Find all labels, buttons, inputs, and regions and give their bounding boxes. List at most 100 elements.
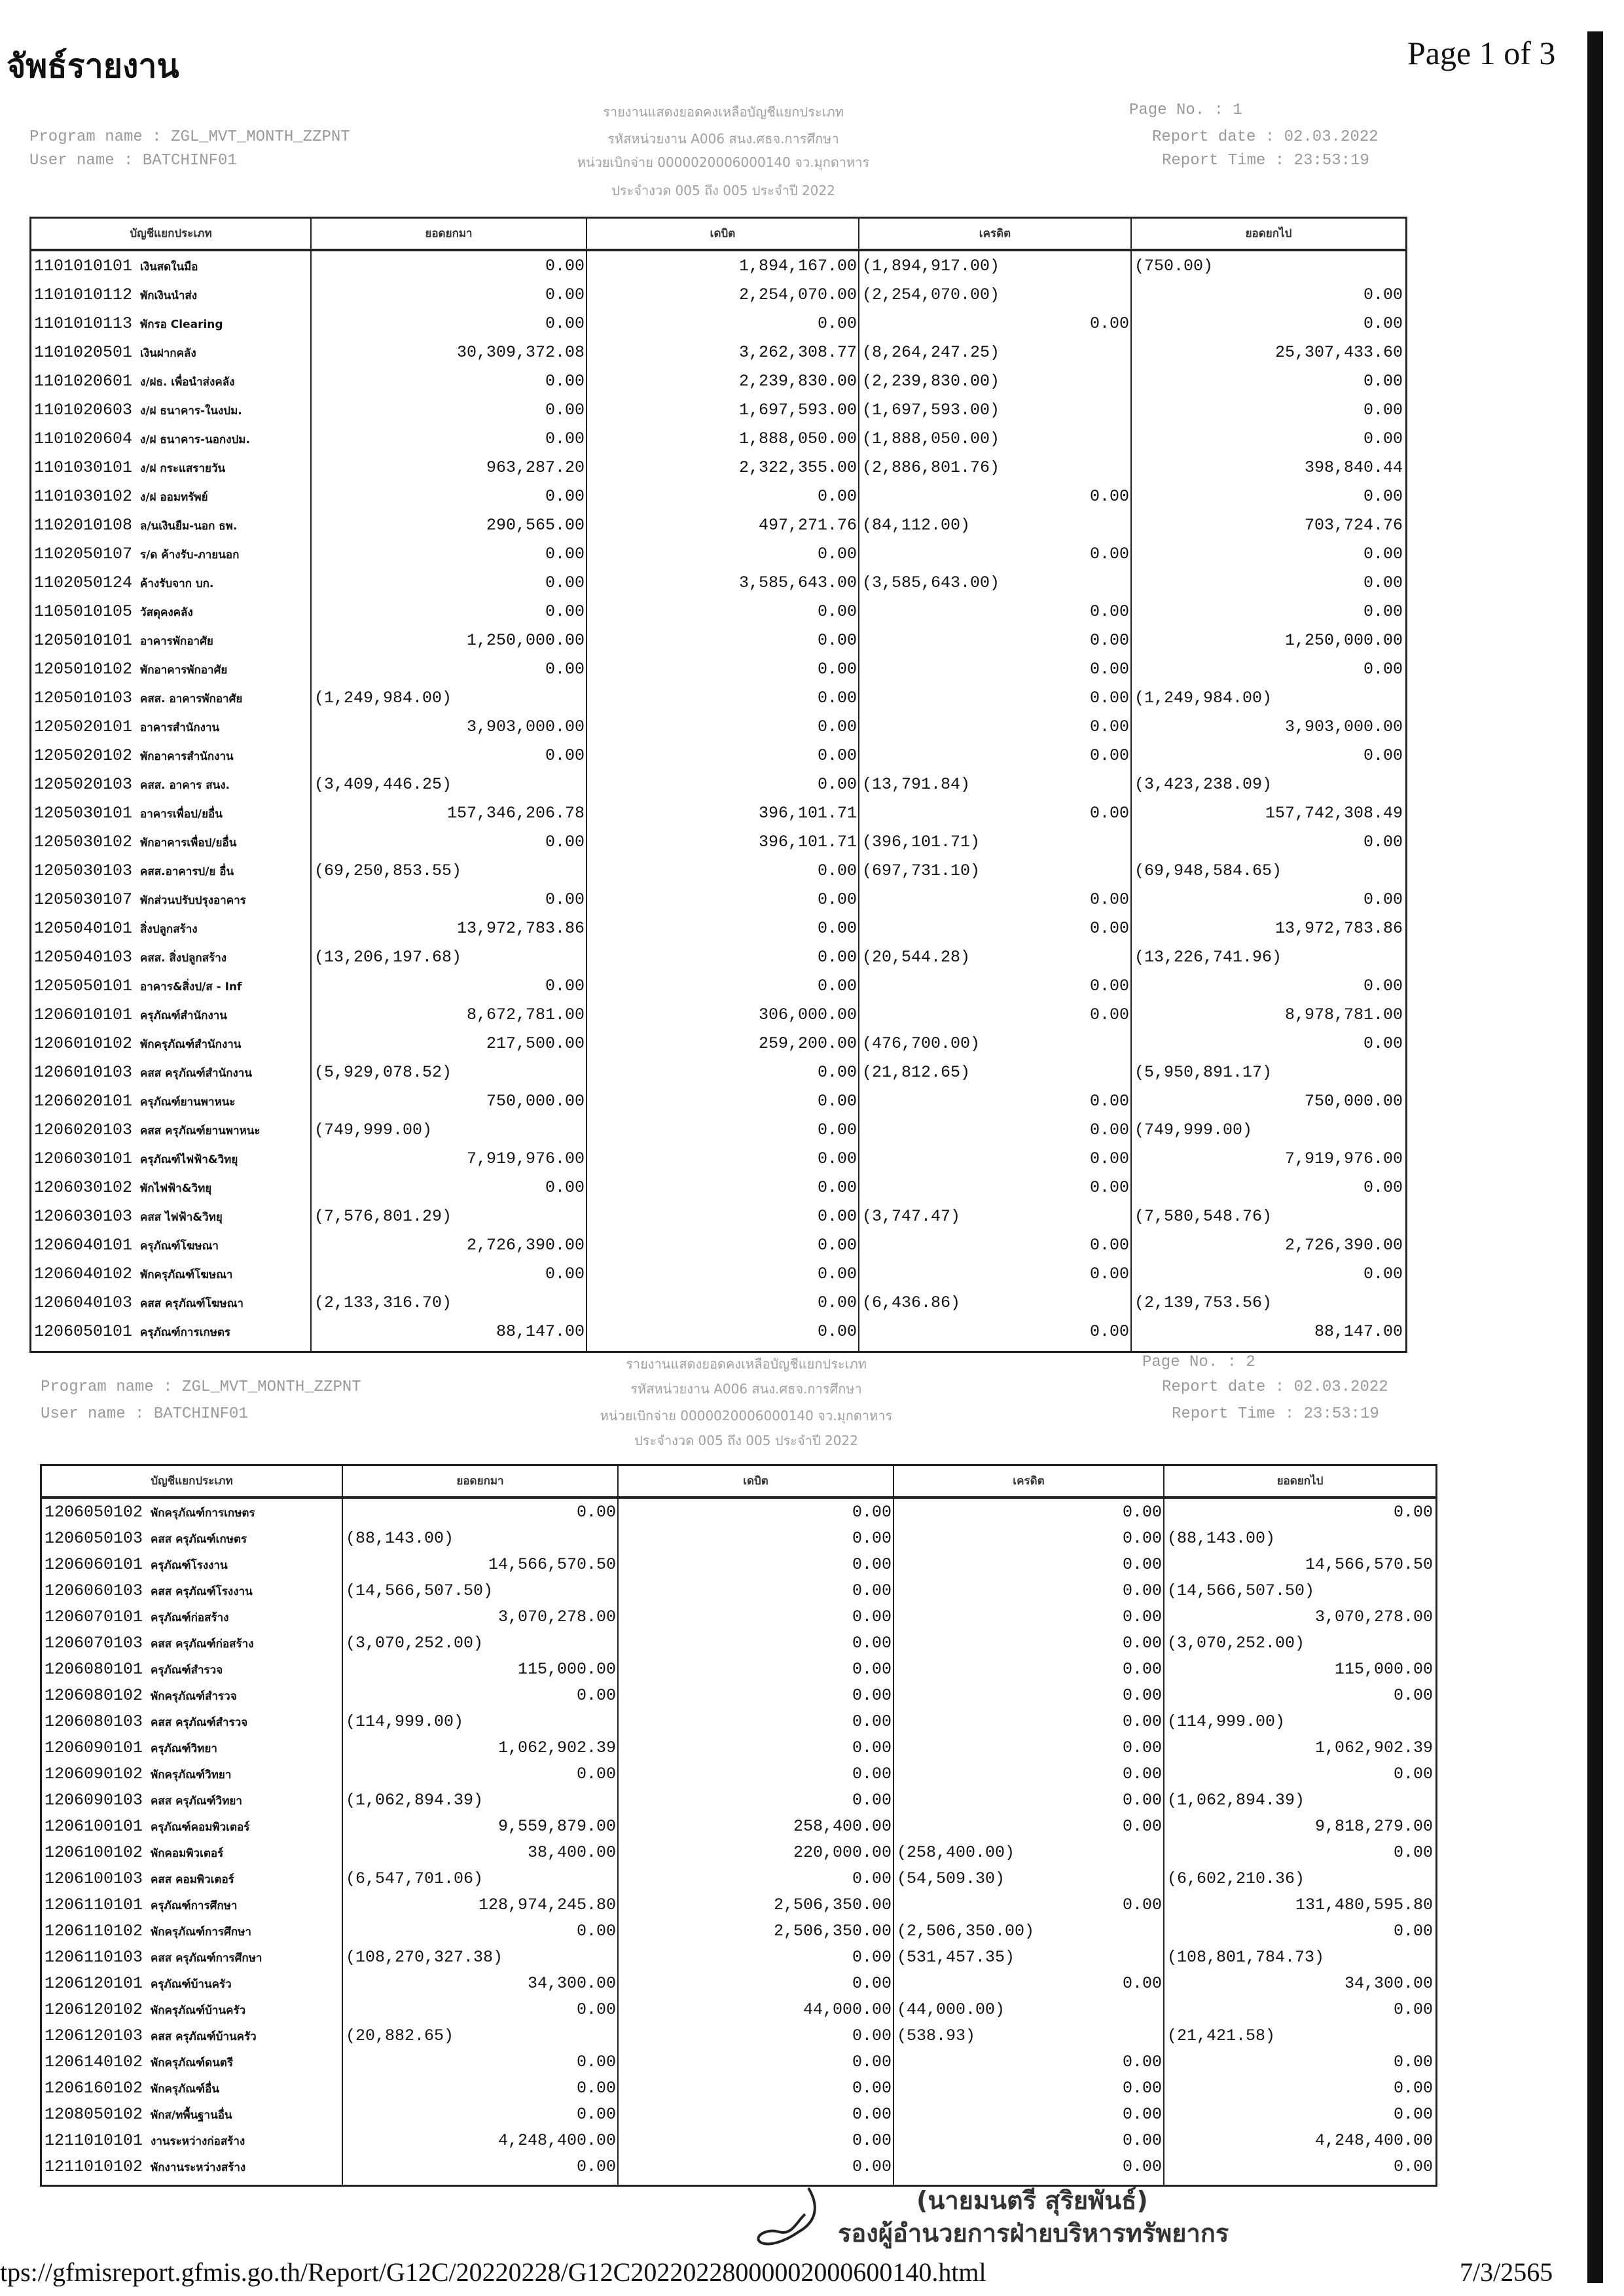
credit-cell: (476,700.00)	[862, 1033, 981, 1053]
account-name: คสส คอมพิวเตอร์	[151, 1873, 234, 1886]
account-cell: 1101020604 ง/ฝ ธนาคาร-นอกงปม.	[31, 429, 312, 448]
table-row: 1206120103 คสส ครุภัณฑ์บ้านครัว (20,882.65…	[42, 2022, 1435, 2049]
account-code: 1206010103	[34, 1062, 133, 1082]
account-code: 1206070103	[45, 1633, 143, 1653]
account-code: 1206060101	[45, 1554, 143, 1574]
table-row: 1105010105 วัสดุคงคลัง 0.00 0.00 0.00 0.00	[31, 597, 1405, 626]
account-name: คสส. สิ่งปลูกสร้าง	[140, 951, 227, 965]
table-row: 1206100101 ครุภัณฑ์คอมพิวเตอร์ 9,559,879.0…	[42, 1813, 1435, 1839]
closing-balance-cell: 0.00	[1363, 1264, 1403, 1283]
closing-balance-cell: 703,724.76	[1304, 515, 1403, 535]
account-cell: 1102050107 ร/ด ค้างรับ-ภายนอก	[31, 545, 312, 564]
opening-balance-cell: 0.00	[545, 1264, 585, 1283]
opening-balance-cell: (5,929,078.52)	[314, 1062, 452, 1082]
account-code: 1101020501	[34, 342, 133, 362]
account-name: พักครุภัณฑ์สำนักงาน	[140, 1037, 242, 1051]
credit-cell: 0.00	[1089, 544, 1129, 564]
column-header: ยอดยกไป	[1276, 1475, 1324, 1488]
account-name: พักครุภัณฑ์การศึกษา	[151, 1925, 251, 1939]
column-header: เครดิต	[859, 219, 1132, 249]
table-row: 1102050107 ร/ด ค้างรับ-ภายนอก 0.00 0.00 0.00…	[31, 539, 1405, 568]
closing-balance-cell: 2,726,390.00	[1284, 1235, 1403, 1255]
closing-balance-cell: 7,919,976.00	[1284, 1149, 1403, 1168]
report-time: Report Time : 23:53:19	[1162, 152, 1369, 170]
account-name: คสส ครุภัณฑ์ก่อสร้าง	[151, 1637, 254, 1651]
closing-balance-cell: (3,070,252.00)	[1167, 1633, 1305, 1653]
opening-balance-cell: 157,346,206.78	[446, 803, 585, 823]
debit-cell: 0.00	[817, 947, 857, 967]
table-row: 1206090103 คสส ครุภัณฑ์วิทยา (1,062,894.39…	[42, 1787, 1435, 1813]
table-row: 1211010102 พักงานระหว่างสร้าง 0.00 0.00 0.00…	[42, 2153, 1435, 2179]
credit-cell: 0.00	[1122, 1790, 1162, 1810]
debit-cell: 258,400.00	[793, 1816, 892, 1836]
debit-cell: 0.00	[852, 1947, 892, 1967]
opening-balance-cell: 0.00	[576, 1685, 616, 1705]
account-name: ครุภัณฑ์ไฟฟ้า&วิทยุ	[140, 1153, 238, 1166]
table-row: 1206050101 ครุภัณฑ์การเกษตร 88,147.00 0.00 0…	[31, 1317, 1405, 1346]
account-name: เงินฝากคลัง	[140, 346, 196, 360]
table-row: 1101030102 ง/ฝ ออมทรัพย์ 0.00 0.00 0.00 0.00	[31, 482, 1405, 511]
closing-balance-cell: 0.00	[1363, 371, 1403, 391]
credit-cell: 0.00	[1122, 1633, 1162, 1653]
account-code: 1206110101	[45, 1895, 143, 1914]
account-code: 1206040103	[34, 1293, 133, 1312]
credit-cell: 0.00	[1089, 889, 1129, 909]
table-row: 1205020102 พักอาคารสำนักงาน 0.00 0.00 0.00 0.…	[31, 741, 1405, 770]
debit-cell: 0.00	[817, 861, 857, 880]
account-name: พักครุภัณฑ์สำรวจ	[151, 1689, 237, 1703]
closing-balance-cell: (114,999.00)	[1167, 1712, 1286, 1731]
closing-balance-cell: (108,801,784.73)	[1167, 1947, 1325, 1967]
table-row: 1205040101 สิ่งปลูกสร้าง 13,972,783.86 0.00…	[31, 914, 1405, 942]
account-code: 1206030103	[34, 1206, 133, 1226]
closing-balance-cell: (3,423,238.09)	[1134, 774, 1272, 794]
table-row: 1206140102 พักครุภัณฑ์ดนตรี 0.00 0.00 0.00 0.…	[42, 2049, 1435, 2075]
account-cell: 1206090102 พักครุภัณฑ์วิทยา	[42, 1765, 343, 1784]
account-cell: 1211010101 งานระหว่างก่อสร้าง	[42, 2131, 343, 2150]
opening-balance-cell: 30,309,372.08	[456, 342, 585, 362]
account-name: พักอาคารเพื่อป/ยอื่น	[140, 836, 237, 850]
opening-balance-cell: 0.00	[545, 400, 585, 420]
closing-balance-cell: 0.00	[1363, 659, 1403, 679]
account-code: 1105010105	[34, 601, 133, 621]
closing-balance-cell: (1,062,894.39)	[1167, 1790, 1305, 1810]
disbursement-unit: หน่วยเบิกจ่าย 0000020006000140 จว.มุกดาห…	[577, 154, 870, 170]
credit-cell: (2,254,070.00)	[862, 285, 1000, 304]
opening-balance-cell: 38,400.00	[527, 1842, 616, 1862]
debit-cell: 0.00	[852, 1659, 892, 1679]
debit-cell: 0.00	[817, 918, 857, 938]
credit-cell: 0.00	[1122, 1659, 1162, 1679]
account-name: ครุภัณฑ์บ้านครัว	[151, 1977, 232, 1991]
account-code: 1101030102	[34, 486, 133, 506]
account-name: พักเงินนำส่ง	[140, 289, 198, 302]
account-cell: 1101030102 ง/ฝ ออมทรัพย์	[31, 487, 312, 506]
account-code: 1206090101	[45, 1738, 143, 1757]
credit-cell: 0.00	[1089, 1091, 1129, 1111]
account-code: 1206050102	[45, 1502, 143, 1522]
closing-balance-cell: 0.00	[1363, 601, 1403, 621]
account-cell: 1206050103 คสส ครุภัณฑ์เกษตร	[42, 1529, 343, 1548]
credit-cell: 0.00	[1089, 1177, 1129, 1197]
table-header: บัญชีแยกประเภท ยอดยกมา เดบิต เครดิต ยอดยกไป	[42, 1466, 1435, 1499]
opening-balance-cell: 0.00	[576, 2157, 616, 2176]
account-name: คสส.อาคารป/ย อื่น	[140, 865, 234, 878]
opening-balance-cell: 0.00	[545, 314, 585, 333]
table-row: 1206120101 ครุภัณฑ์บ้านครัว 34,300.00 0.00 0…	[42, 1970, 1435, 1996]
credit-cell: (3,585,643.00)	[862, 573, 1000, 592]
credit-cell: 0.00	[1122, 1895, 1162, 1914]
account-code: 1205040103	[34, 947, 133, 967]
debit-cell: 44,000.00	[803, 2000, 892, 2019]
closing-balance-cell: 0.00	[1393, 1764, 1433, 1784]
table-row: 1206050103 คสส ครุภัณฑ์เกษตร (88,143.00) 0.…	[42, 1525, 1435, 1551]
account-cell: 1206080101 ครุภัณฑ์สำรวจ	[42, 1660, 343, 1679]
account-cell: 1101020601 ง/ฝธ. เพื่อนำส่งคลัง	[31, 372, 312, 391]
opening-balance-cell: 0.00	[576, 2104, 616, 2124]
account-cell: 1205010101 อาคารพักอาศัย	[31, 631, 312, 650]
column-divider	[310, 219, 312, 1351]
account-cell: 1206060101 ครุภัณฑ์โรงงาน	[42, 1555, 343, 1574]
closing-balance-cell: (749,999.00)	[1134, 1120, 1253, 1139]
account-cell: 1206110102 พักครุภัณฑ์การศึกษา	[42, 1922, 343, 1941]
account-code: 1206020101	[34, 1091, 133, 1111]
closing-balance-cell: 0.00	[1363, 314, 1403, 333]
closing-balance-cell: (2,139,753.56)	[1134, 1293, 1272, 1312]
